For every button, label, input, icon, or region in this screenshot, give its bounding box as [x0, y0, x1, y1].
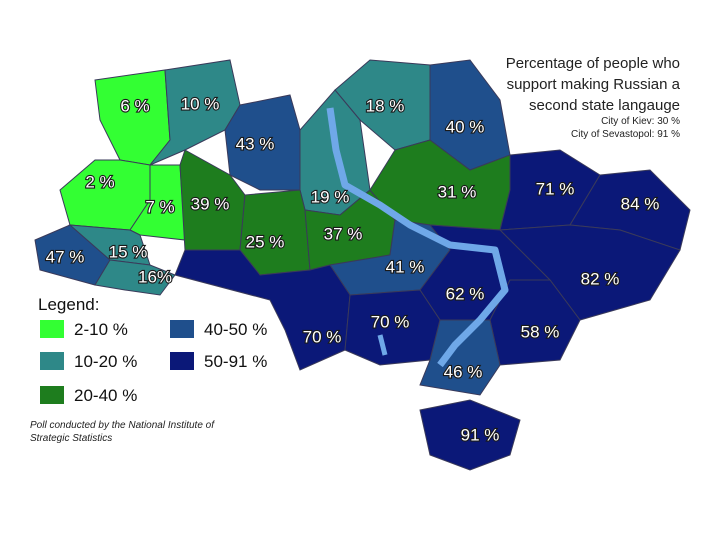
- region-label: 70 %: [303, 327, 342, 346]
- region-label: 16%: [138, 267, 172, 286]
- legend-label: 40-50 %: [204, 320, 267, 339]
- region: [94, 69, 171, 166]
- region-label: 2 %: [85, 172, 114, 191]
- legend-label: 20-40 %: [74, 386, 137, 405]
- region-label: 43 %: [236, 134, 275, 153]
- region-label: 71 %: [536, 179, 575, 198]
- river: [326, 107, 509, 368]
- legend-label: 10-20 %: [74, 352, 137, 371]
- region: [419, 319, 501, 396]
- note: City of Sevastopol: 91 %: [571, 129, 680, 140]
- legend-swatch: [40, 386, 64, 404]
- footnote: Poll conducted by the National Institute…: [30, 420, 215, 431]
- region-label: 40 %: [446, 117, 485, 136]
- region-label: 37 %: [324, 224, 363, 243]
- note: City of Kiev: 30 %: [601, 116, 680, 127]
- region-label: 58 %: [521, 322, 560, 341]
- legend-title: Legend:: [38, 295, 99, 314]
- region-label: 7 %: [145, 197, 174, 216]
- region-label: 70 %: [371, 312, 410, 331]
- region: [94, 259, 176, 296]
- region-label: 15 %: [109, 242, 148, 261]
- title-line: second state langauge: [529, 97, 680, 114]
- region-label: 10 %: [181, 94, 220, 113]
- region-label: 18 %: [366, 96, 405, 115]
- legend-label: 2-10 %: [74, 320, 128, 339]
- region-label: 62 %: [446, 284, 485, 303]
- region: [419, 399, 521, 471]
- region-label: 82 %: [581, 269, 620, 288]
- region-label: 41 %: [386, 257, 425, 276]
- legend-label: 50-91 %: [204, 352, 267, 371]
- region-label: 47 %: [46, 247, 85, 266]
- region-label: 19 %: [311, 187, 350, 206]
- legend-swatch: [170, 352, 194, 370]
- title-line: Percentage of people who: [506, 55, 680, 72]
- region: [68, 224, 151, 266]
- title-line: support making Russian a: [507, 76, 681, 93]
- river: [377, 334, 388, 356]
- region-label: 6 %: [120, 96, 149, 115]
- region-label: 39 %: [191, 194, 230, 213]
- legend-swatch: [170, 320, 194, 338]
- region-label: 31 %: [438, 182, 477, 201]
- footnote: Strategic Statistics: [30, 433, 112, 444]
- region-label: 25 %: [246, 232, 285, 251]
- region: [149, 59, 241, 166]
- region-label: 84 %: [621, 194, 660, 213]
- legend-swatch: [40, 320, 64, 338]
- legend-swatch: [40, 352, 64, 370]
- region-label: 91 %: [461, 425, 500, 444]
- region-label: 46 %: [444, 362, 483, 381]
- region: [174, 249, 351, 371]
